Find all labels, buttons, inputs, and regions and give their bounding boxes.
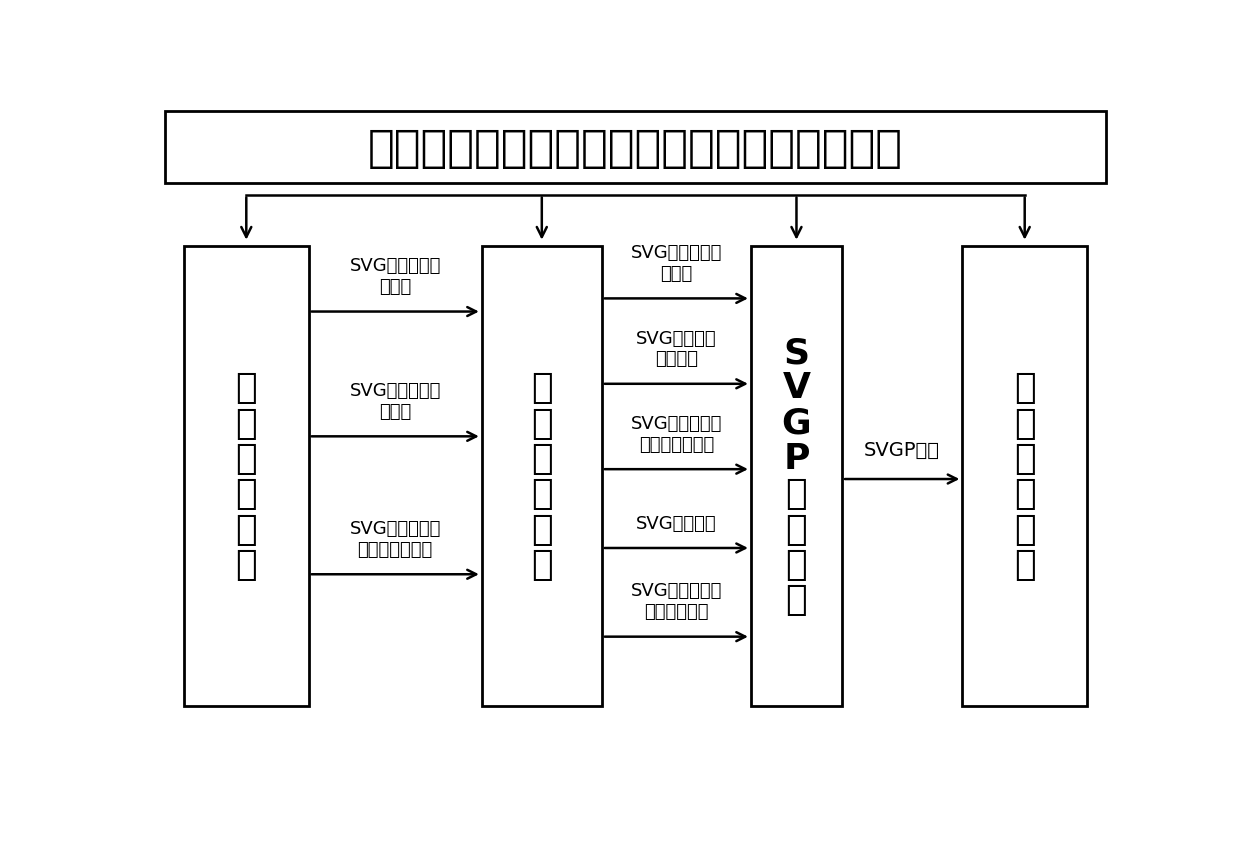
Text: 动
画
制
作
模
块: 动 画 制 作 模 块 [531,371,553,581]
Text: SVGP文件: SVGP文件 [864,440,940,460]
Bar [184,246,309,705]
Bar [962,246,1087,705]
Text: SVG图层及其
属性信息: SVG图层及其 属性信息 [636,329,717,368]
Bar [165,112,1106,184]
Text: SVG图层和图元
的层次关系信息: SVG图层和图元 的层次关系信息 [631,414,722,453]
Text: SVG图层和图元
的层次关系信息: SVG图层和图元 的层次关系信息 [350,520,441,558]
Bar [751,246,842,705]
Bar [481,246,601,705]
Text: SVG图层及其属
性信息: SVG图层及其属 性信息 [350,257,441,296]
Text: S
V
G
P
输
出
模
块: S V G P 输 出 模 块 [781,336,811,617]
Text: SVG动画及热点
交互控制脚本: SVG动画及热点 交互控制脚本 [631,582,722,620]
Text: SVG动画资源: SVG动画资源 [636,514,717,532]
Text: SVG图元及其属
性信息: SVG图元及其属 性信息 [631,244,722,283]
Text: 浏
览
交
互
模
块: 浏 览 交 互 模 块 [1014,371,1035,581]
Text: 二维电子技术图纸格式转换及矢量化交互系统: 二维电子技术图纸格式转换及矢量化交互系统 [368,127,903,170]
Text: SVG图元及其属
性信息: SVG图元及其属 性信息 [350,382,441,420]
Text: 数
据
转
换
模
块: 数 据 转 换 模 块 [236,371,257,581]
